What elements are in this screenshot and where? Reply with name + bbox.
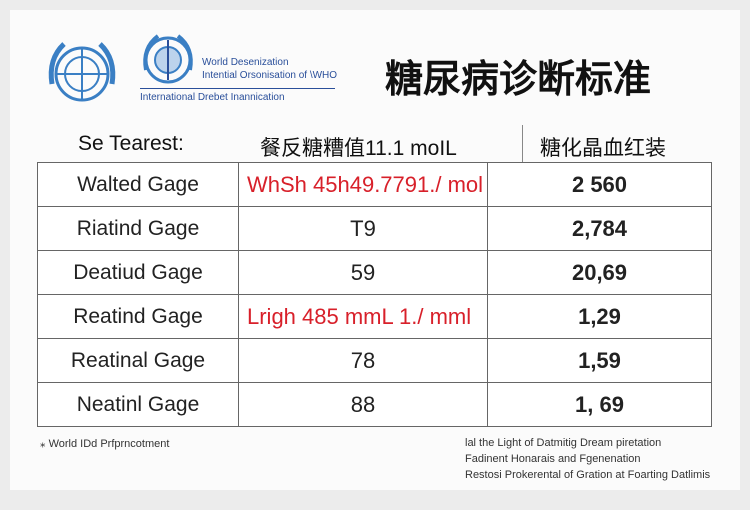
footer-line: lal the Light of Datmitig Dream piretati… [465, 437, 662, 449]
subtitle: International Drebet Inannication [140, 92, 285, 103]
table-cell: 1,59 [487, 338, 712, 383]
table-cell: 88 [238, 382, 488, 427]
title: 糖尿病诊断标准 [385, 59, 652, 101]
rule [140, 88, 335, 89]
table-cell: 78 [238, 338, 488, 383]
table-cell: Lrigh 485 mmL 1./ mml [238, 294, 488, 339]
footer-right: lal the Light of Datmitig Dream piretati… [465, 435, 710, 483]
table-cell: 1,29 [487, 294, 712, 339]
table-cell: Deatiud Gage [37, 250, 239, 295]
table-row: Riatind Gage T9 2,784 [37, 206, 712, 251]
table-cell: 59 [238, 250, 488, 295]
table-cell: Riatind Gage [37, 206, 239, 251]
column-header: 餐反糖糟值11.1 moIL [260, 137, 457, 160]
footer-left: ⁎ World IDd Prfprncotment [40, 438, 170, 450]
page-root: World Desenization Intential Orsonisatio… [0, 10, 750, 510]
table-cell: WhSh 45h49.7791./ mol [238, 162, 488, 207]
org-line: World Desenization [202, 57, 289, 68]
table-row: Neatinl Gage 88 1, 69 [37, 382, 712, 427]
column-header: Se Tearest: [78, 132, 184, 155]
table-row: Deatiud Gage 59 20,69 [37, 250, 712, 295]
org-name: World Desenization Intential Orsonisatio… [202, 56, 337, 82]
divider [522, 125, 523, 163]
table-cell: 2 560 [487, 162, 712, 207]
table-cell: Reatinal Gage [37, 338, 239, 383]
table-cell: T9 [238, 206, 488, 251]
table-cell: 1, 69 [487, 382, 712, 427]
table-cell: Reatind Gage [37, 294, 239, 339]
footer-line: Restosi Prokerental of Gration at Foarti… [465, 469, 711, 481]
un-logo [48, 42, 116, 102]
org-line: Intential Orsonisation of \WHO [202, 70, 338, 81]
table-cell: Neatinl Gage [37, 382, 239, 427]
table-row: Walted Gage WhSh 45h49.7791./ mol 2 560 [37, 162, 712, 207]
footer-text: World IDd Prfprncotment [48, 438, 170, 450]
who-logo [143, 34, 193, 84]
document: World Desenization Intential Orsonisatio… [10, 10, 740, 490]
column-header: 糖化晶血红装 [540, 137, 666, 160]
table-row: Reatinal Gage 78 1,59 [37, 338, 712, 383]
table-cell: 2,784 [487, 206, 712, 251]
table: Walted Gage WhSh 45h49.7791./ mol 2 560 Ria… [37, 162, 712, 427]
footer-line: Fadinent Honarais and Fgenenation [465, 453, 641, 465]
table-row: Reatind Gage Lrigh 485 mmL 1./ mml 1,29 [37, 294, 712, 339]
table-cell: Walted Gage [37, 162, 239, 207]
table-cell: 20,69 [487, 250, 712, 295]
